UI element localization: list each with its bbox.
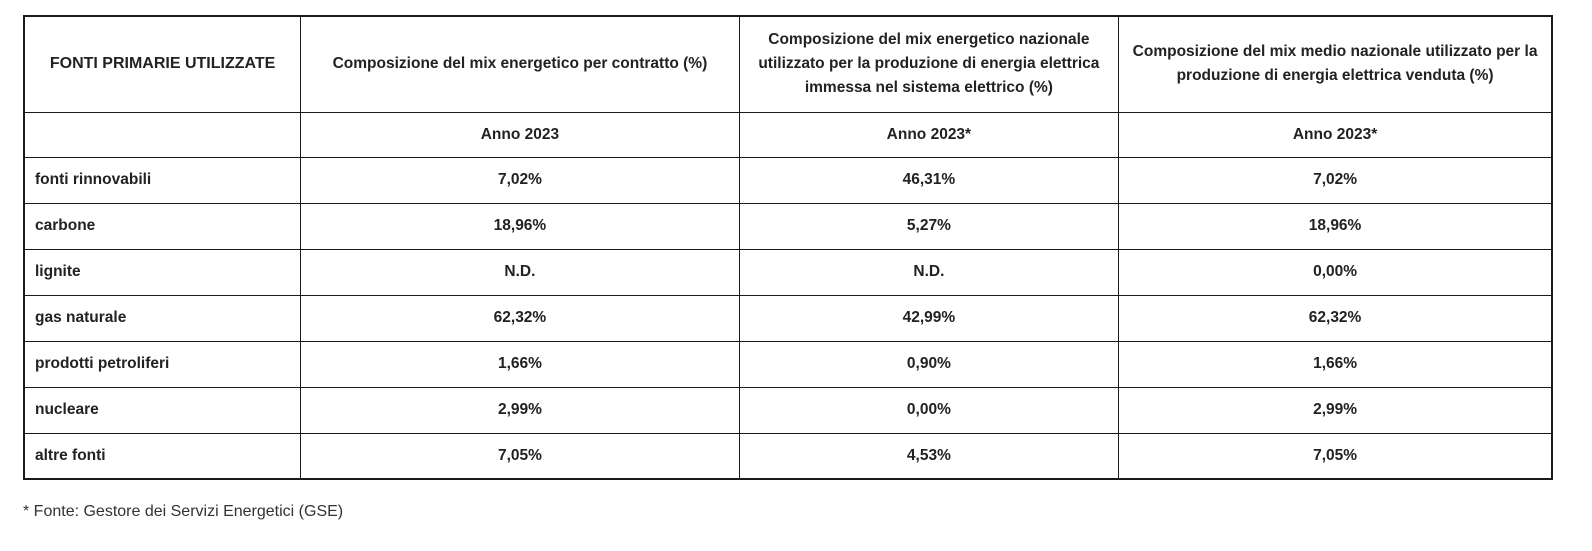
table-row: gas naturale 62,32% 42,99% 62,32%: [23, 294, 1553, 342]
value-cell: 18,96%: [300, 202, 740, 250]
value-cell: N.D.: [738, 248, 1120, 296]
year-cell-grid: Anno 2023*: [738, 111, 1120, 158]
value-cell: 4,53%: [738, 432, 1120, 480]
source-label: fonti rinnovabili: [23, 156, 302, 204]
value-cell: 0,90%: [738, 340, 1120, 388]
value-cell: 18,96%: [1118, 202, 1553, 250]
value-cell: 5,27%: [738, 202, 1120, 250]
header-contract-mix: Composizione del mix energetico per cont…: [300, 15, 740, 113]
source-label: prodotti petroliferi: [23, 340, 302, 388]
table-header-row: FONTI PRIMARIE UTILIZZATE Composizione d…: [23, 15, 1553, 113]
year-row: Anno 2023 Anno 2023* Anno 2023*: [23, 111, 1553, 158]
table-row: carbone 18,96% 5,27% 18,96%: [23, 202, 1553, 250]
source-label: lignite: [23, 248, 302, 296]
value-cell: 46,31%: [738, 156, 1120, 204]
source-footnote: * Fonte: Gestore dei Servizi Energetici …: [23, 503, 344, 520]
table-row: prodotti petroliferi 1,66% 0,90% 1,66%: [23, 340, 1553, 388]
header-primary-sources: FONTI PRIMARIE UTILIZZATE: [23, 15, 302, 113]
value-cell: 62,32%: [1118, 294, 1553, 342]
value-cell: 0,00%: [1118, 248, 1553, 296]
year-cell-sold: Anno 2023*: [1118, 111, 1553, 158]
value-cell: 42,99%: [738, 294, 1120, 342]
table-row: lignite N.D. N.D. 0,00%: [23, 248, 1553, 296]
year-cell-empty: [23, 111, 302, 158]
energy-mix-table: FONTI PRIMARIE UTILIZZATE Composizione d…: [23, 15, 1553, 480]
value-cell: 7,02%: [300, 156, 740, 204]
value-cell: 1,66%: [1118, 340, 1553, 388]
table-row: nucleare 2,99% 0,00% 2,99%: [23, 386, 1553, 434]
source-label: nucleare: [23, 386, 302, 434]
value-cell: N.D.: [300, 248, 740, 296]
value-cell: 1,66%: [300, 340, 740, 388]
source-label: altre fonti: [23, 432, 302, 480]
value-cell: 7,05%: [1118, 432, 1553, 480]
year-cell-contract: Anno 2023: [300, 111, 740, 158]
value-cell: 2,99%: [300, 386, 740, 434]
table-row: fonti rinnovabili 7,02% 46,31% 7,02%: [23, 156, 1553, 204]
header-national-mix-grid: Composizione del mix energetico nazional…: [738, 15, 1120, 113]
header-national-mix-sold: Composizione del mix medio nazionale uti…: [1118, 15, 1553, 113]
value-cell: 7,05%: [300, 432, 740, 480]
value-cell: 62,32%: [300, 294, 740, 342]
source-label: carbone: [23, 202, 302, 250]
source-label: gas naturale: [23, 294, 302, 342]
value-cell: 0,00%: [738, 386, 1120, 434]
table-row: altre fonti 7,05% 4,53% 7,05%: [23, 432, 1553, 480]
value-cell: 7,02%: [1118, 156, 1553, 204]
value-cell: 2,99%: [1118, 386, 1553, 434]
